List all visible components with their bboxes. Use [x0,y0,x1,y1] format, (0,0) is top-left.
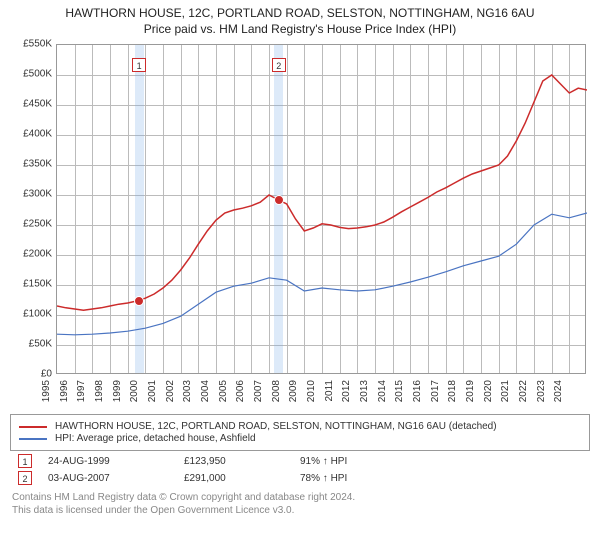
x-tick-label: 2024 [553,380,583,402]
title-line-1: HAWTHORN HOUSE, 12C, PORTLAND ROAD, SELS… [10,6,590,20]
transaction-pct: 91% ↑ HPI [300,456,400,467]
marker-dot [134,296,144,306]
y-tick-label: £350K [10,159,52,170]
transaction-price: £123,950 [184,456,284,467]
series-svg [57,45,587,375]
transaction-pct: 78% ↑ HPI [300,473,400,484]
legend-item: HAWTHORN HOUSE, 12C, PORTLAND ROAD, SELS… [19,421,581,432]
legend-label: HPI: Average price, detached house, Ashf… [55,433,256,444]
legend-swatch [19,438,47,440]
y-tick-label: £250K [10,219,52,230]
transaction-date: 24-AUG-1999 [48,456,168,467]
marker-dot [274,195,284,205]
transactions-list: 1 24-AUG-1999 £123,950 91% ↑ HPI 2 03-AUG-200… [10,454,590,485]
chart-container: HAWTHORN HOUSE, 12C, PORTLAND ROAD, SELS… [0,0,600,560]
chart-wrap: 12 £0£50K£100K£150K£200K£250K£300K£350K£… [10,40,590,410]
transaction-row: 2 03-AUG-2007 £291,000 78% ↑ HPI [12,471,590,485]
y-tick-label: £0 [10,369,52,380]
footer-line-2: This data is licensed under the Open Gov… [12,504,588,517]
footer-note: Contains HM Land Registry data © Crown c… [12,491,588,517]
marker-box: 2 [272,58,286,72]
y-tick-label: £100K [10,309,52,320]
y-tick-label: £50K [10,339,52,350]
transaction-row: 1 24-AUG-1999 £123,950 91% ↑ HPI [12,454,590,468]
legend-box: HAWTHORN HOUSE, 12C, PORTLAND ROAD, SELS… [10,414,590,451]
transaction-date: 03-AUG-2007 [48,473,168,484]
legend-footer: HAWTHORN HOUSE, 12C, PORTLAND ROAD, SELS… [10,414,590,517]
y-tick-label: £550K [10,39,52,50]
title-area: HAWTHORN HOUSE, 12C, PORTLAND ROAD, SELS… [0,0,600,38]
transaction-price: £291,000 [184,473,284,484]
footer-line-1: Contains HM Land Registry data © Crown c… [12,491,588,504]
y-tick-label: £150K [10,279,52,290]
y-tick-label: £200K [10,249,52,260]
legend-swatch [19,426,47,428]
y-tick-label: £500K [10,69,52,80]
legend-label: HAWTHORN HOUSE, 12C, PORTLAND ROAD, SELS… [55,421,497,432]
y-tick-label: £300K [10,189,52,200]
plot-area: 12 [56,44,586,374]
legend-item: HPI: Average price, detached house, Ashf… [19,433,581,444]
title-line-2: Price paid vs. HM Land Registry's House … [10,22,590,36]
transaction-index-box: 2 [18,471,32,485]
transaction-index-box: 1 [18,454,32,468]
series-line [57,213,587,335]
y-tick-label: £450K [10,99,52,110]
marker-box: 1 [132,58,146,72]
series-line [57,75,587,310]
y-tick-label: £400K [10,129,52,140]
